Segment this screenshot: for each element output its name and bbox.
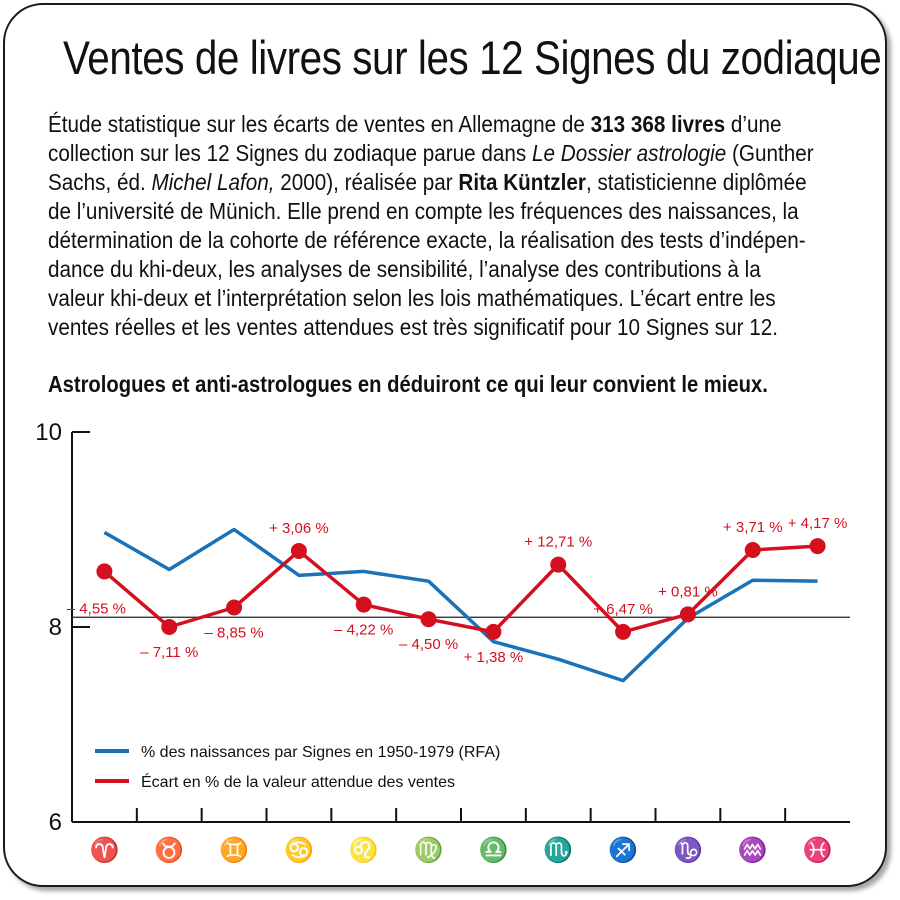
description-text-2: d’une collection sur les 12 Signes du zo…: [48, 111, 782, 166]
x-tick-label: ♐: [608, 836, 638, 864]
description-text-5: , statisticienne diplômée de l’universit…: [48, 169, 807, 340]
description-italic-book: Le Dossier astrologie: [532, 140, 727, 166]
conclusion-text: Astrologues et anti-astrologues en dédui…: [48, 371, 768, 397]
description-paragraph: Étude statistique sur les écarts de vent…: [48, 110, 822, 342]
x-tick-label: ♒: [738, 836, 768, 864]
data-label: + 3,71 %: [723, 519, 783, 536]
description-italic-publisher: Michel Lafon,: [151, 169, 275, 195]
x-tick-label: ♍: [414, 836, 444, 864]
sales-point: [161, 619, 178, 635]
sales-point: [615, 623, 632, 640]
description-bold-author: Rita Küntzler: [458, 169, 586, 195]
x-tick-label: ♎: [478, 836, 508, 864]
sales-point: [290, 542, 307, 559]
description-text-4: 2000), réalisée par: [274, 169, 459, 195]
sales-point: [679, 606, 696, 623]
sales-point: [485, 623, 502, 640]
x-tick-label: ♊: [219, 836, 249, 864]
sales-point: [550, 556, 567, 573]
data-label: – 4,50 %: [399, 636, 458, 653]
data-label: + 1,38 %: [464, 649, 524, 666]
data-label: + 3,06 %: [269, 520, 329, 537]
data-label: + 4,17 %: [788, 515, 848, 532]
sales-point: [744, 541, 761, 558]
data-label: – 4,22 %: [334, 622, 393, 639]
data-label: – 7,11 %: [140, 644, 198, 661]
sales-point: [809, 538, 826, 555]
card-frame: [3, 3, 887, 887]
x-tick-label: ♉: [154, 836, 184, 864]
data-label: + 6,47 %: [593, 601, 653, 618]
description-text-3: (Gunther Sachs, éd.: [48, 140, 814, 195]
description-text-1: Étude statistique sur les écarts de vent…: [48, 111, 591, 137]
description-bold-books: 313 368 livres: [590, 111, 726, 137]
page-title: Ventes de livres sur les 12 Signes du zo…: [63, 31, 882, 84]
sales-point: [355, 596, 372, 613]
series-line-sales: [103, 544, 818, 634]
x-tick-label: ♌: [349, 836, 379, 864]
data-label: – 4,55 %: [67, 600, 126, 617]
sales-point: [96, 563, 113, 580]
x-tick-label: ♑: [673, 836, 703, 864]
y-tick-label: 10: [35, 419, 62, 446]
sales-point: [420, 611, 437, 628]
x-tick-label: ♓: [803, 836, 833, 864]
data-label: + 0,81 %: [658, 583, 718, 600]
x-tick-label: ♋: [284, 836, 314, 864]
y-tick-label: 6: [49, 809, 62, 836]
legend-label: % des naissances par Signes en 1950-1979…: [141, 744, 500, 761]
x-tick-label: ♈: [89, 836, 119, 864]
legend-label: Écart en % de la valeur attendue des ven…: [141, 772, 455, 791]
data-label: – 8,85 %: [204, 625, 263, 642]
sales-point: [226, 599, 243, 616]
series-line-births: [103, 527, 818, 683]
y-tick-label: 8: [49, 614, 62, 641]
data-label: + 12,71 %: [524, 534, 592, 551]
x-tick-label: ♏: [543, 836, 573, 864]
